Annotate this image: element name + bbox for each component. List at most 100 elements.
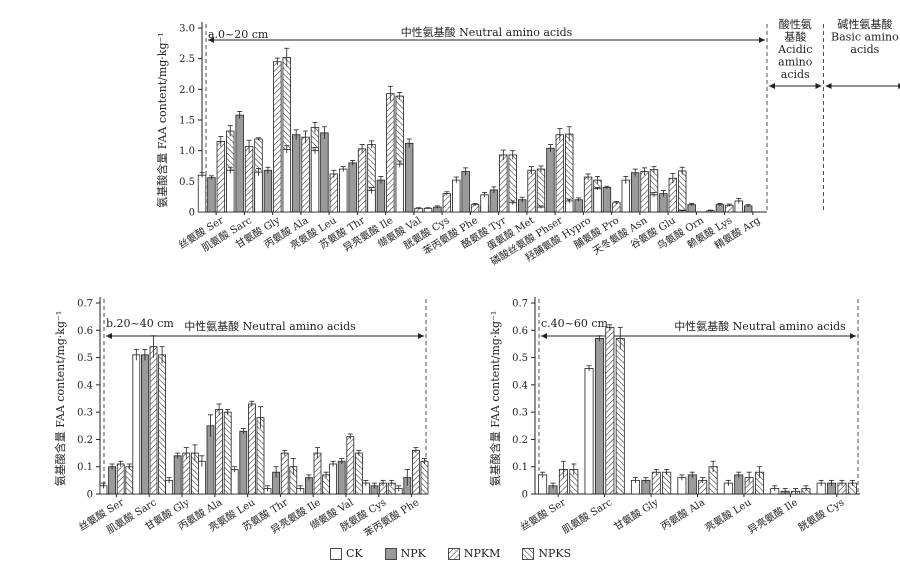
panel-label: a.0~20 cm xyxy=(208,28,269,41)
bar-npkm xyxy=(280,452,289,495)
y-axis-label: 氨基酸含量 FAA content/mg·kg⁻¹ xyxy=(53,311,67,486)
legend-item-ck: CK xyxy=(330,547,363,560)
bar-ck xyxy=(452,179,461,213)
section-label: amino xyxy=(778,56,813,69)
y-tick-label: 0.5 xyxy=(179,177,195,188)
y-tick-label: 0 xyxy=(189,208,195,219)
y-tick-label: 1.0 xyxy=(179,146,195,157)
legend-label: NPKM xyxy=(463,547,501,560)
section-arrowhead xyxy=(769,83,775,89)
bar-npkm xyxy=(605,327,615,495)
y-tick-label: 0.4 xyxy=(77,380,93,391)
legend-item-npkm: NPKM xyxy=(447,547,501,560)
bar-npkm xyxy=(527,169,536,213)
bar-npk xyxy=(140,354,149,495)
bar-ck xyxy=(584,368,594,495)
bar-ck xyxy=(230,469,239,495)
bar-npkm xyxy=(182,452,191,495)
bar-npkm xyxy=(313,452,322,495)
y-tick-label: 3.0 xyxy=(179,24,195,35)
legend: CK NPK NPKM NPKS xyxy=(330,547,571,560)
section-label: Acidic xyxy=(777,43,812,56)
bar-npk xyxy=(291,134,301,213)
legend-item-npks: NPKS xyxy=(522,547,571,560)
bar-npkm xyxy=(442,193,452,213)
bar-npk xyxy=(108,466,116,495)
bar-ck xyxy=(339,168,348,213)
bar-ck xyxy=(226,169,235,213)
y-axis-label: 氨基酸含量 FAA content/mg·kg⁻¹ xyxy=(488,311,502,486)
bar-ck xyxy=(197,174,207,213)
bar-npk xyxy=(263,169,273,213)
bar-ck xyxy=(649,194,659,213)
bar-npkm xyxy=(555,134,565,213)
bar-ck xyxy=(593,188,602,213)
bar-npkm xyxy=(357,148,367,213)
legend-swatch xyxy=(330,547,342,560)
y-tick-label: 2.5 xyxy=(179,54,195,65)
bar-ck xyxy=(367,190,376,213)
bar-npks xyxy=(223,411,232,495)
bar-npk xyxy=(239,430,248,495)
bar-npks xyxy=(158,354,167,495)
section-label: 中性氨基酸 Neutral amino acids xyxy=(184,319,356,333)
bar-npk xyxy=(602,187,612,213)
bar-ck xyxy=(132,354,141,495)
section-label: 中性氨基酸 Neutral amino acids xyxy=(401,25,573,39)
bar-npkm xyxy=(386,93,395,213)
bar-npkm xyxy=(640,171,649,213)
category-label: 异亮氨酸 Ile xyxy=(745,495,800,536)
bar-npk xyxy=(235,114,244,213)
y-tick-label: 0 xyxy=(87,490,93,501)
bar-npkm xyxy=(612,202,621,213)
bar-npkm xyxy=(499,154,508,213)
bar-npk xyxy=(320,132,329,213)
section-arrowhead xyxy=(825,83,832,89)
y-tick-label: 0.7 xyxy=(77,299,93,310)
bar-npkm xyxy=(346,436,355,495)
y-tick-label: 0.7 xyxy=(512,299,528,310)
legend-label: NPKS xyxy=(538,547,572,560)
bar-npkm xyxy=(215,409,224,495)
y-tick-label: 0.4 xyxy=(512,380,528,391)
bar-npkm xyxy=(116,463,125,495)
bar-npks xyxy=(615,338,625,495)
section-arrowhead xyxy=(815,83,822,89)
y-tick-label: 1.5 xyxy=(179,116,195,127)
y-tick-label: 0.6 xyxy=(77,326,93,337)
bar-npk xyxy=(630,172,640,213)
bar-npkm xyxy=(247,403,256,495)
y-tick-label: 0.2 xyxy=(77,435,93,446)
bar-npks xyxy=(354,452,363,495)
bar-ck xyxy=(329,463,338,495)
bar-npkm xyxy=(668,177,678,213)
legend-swatch xyxy=(522,547,535,560)
bar-npkm xyxy=(244,145,254,213)
legend-label: NPK xyxy=(400,547,426,560)
bar-npk xyxy=(734,474,744,495)
bar-npks xyxy=(125,466,134,495)
bar-npk xyxy=(207,177,216,213)
bar-ck xyxy=(395,163,404,213)
section-label: 基酸 xyxy=(784,30,806,44)
bar-npks xyxy=(256,417,265,495)
bar-npkm xyxy=(583,176,593,213)
section-arrowhead xyxy=(541,333,547,339)
bar-ck xyxy=(621,179,630,213)
section-arrowhead xyxy=(106,333,112,339)
bar-npkm xyxy=(216,141,226,213)
panel-label: b.20~40 cm xyxy=(106,317,174,330)
bar-npks xyxy=(678,170,687,213)
bar-npks xyxy=(662,471,672,495)
bar-ck xyxy=(310,150,320,213)
y-tick-label: 0.3 xyxy=(77,408,93,419)
section-arrowhead xyxy=(208,37,214,43)
section-label: acids xyxy=(850,43,879,56)
bar-npk xyxy=(348,162,357,213)
bar-npk xyxy=(546,147,555,213)
panel-label: c.40~60 cm xyxy=(541,317,609,330)
bar-ck xyxy=(480,194,489,213)
bar-npk xyxy=(404,142,414,213)
bar-npkm xyxy=(149,346,158,495)
bar-ck xyxy=(282,149,291,213)
